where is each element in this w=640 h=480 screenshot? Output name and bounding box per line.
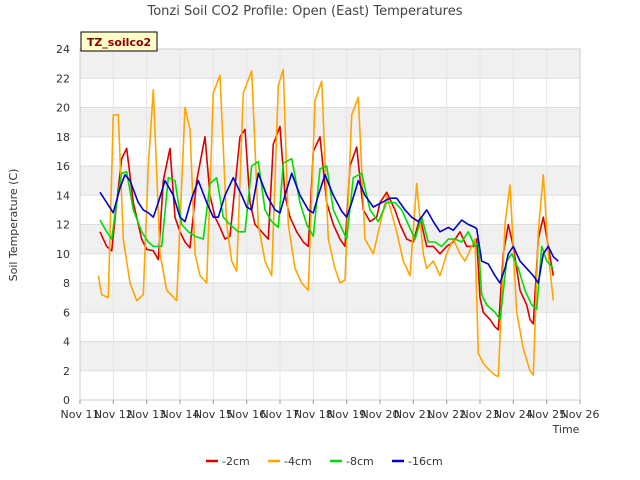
y-tick-label: 6 [63, 306, 70, 319]
series-line-4cm [97, 68, 555, 378]
grid-band [80, 107, 580, 137]
x-tick-label: Nov 25 [527, 408, 566, 421]
legend-label: -8cm [346, 455, 374, 468]
legend-label: -16cm [408, 455, 443, 468]
y-axis-label: Soil Temperature (C) [7, 169, 20, 282]
x-tick-label: Nov 15 [194, 408, 233, 421]
y-tick-label: 20 [56, 102, 70, 115]
x-tick-label: Nov 22 [427, 408, 466, 421]
x-axis-label: Time [552, 423, 580, 436]
legend-label: -4cm [284, 455, 312, 468]
y-tick-label: 18 [56, 131, 70, 144]
badge-label: TZ_soilco2 [87, 36, 151, 49]
x-tick-label: Nov 20 [361, 408, 400, 421]
x-tick-label: Nov 11 [61, 408, 100, 421]
series-line-2cm [99, 125, 555, 331]
y-tick-label: 8 [63, 277, 70, 290]
y-tick-label: 4 [63, 336, 70, 349]
x-tick-label: Nov 18 [294, 408, 333, 421]
x-tick-label: Nov 14 [161, 408, 200, 421]
y-tick-label: 22 [56, 72, 70, 85]
series-lines [97, 68, 559, 378]
x-tick-label: Nov 12 [94, 408, 133, 421]
y-tick-label: 10 [56, 248, 70, 261]
legend-label: -2cm [222, 455, 250, 468]
series-line-16cm [99, 172, 559, 284]
grid-band [80, 49, 580, 79]
x-tick-label: Nov 26 [561, 408, 600, 421]
x-tick-label: Nov 23 [461, 408, 500, 421]
y-tick-label: 2 [63, 365, 70, 378]
y-tick-label: 14 [56, 189, 70, 202]
x-tick-label: Nov 19 [327, 408, 366, 421]
y-tick-label: 0 [63, 394, 70, 407]
y-tick-label: 12 [56, 219, 70, 232]
chart-title: Tonzi Soil CO2 Profile: Open (East) Temp… [146, 4, 462, 19]
x-tick-label: Nov 13 [127, 408, 166, 421]
badge: TZ_soilco2 [80, 31, 158, 52]
plot-border [79, 48, 581, 401]
x-tick-label: Nov 17 [261, 408, 300, 421]
legend: -2cm -4cm -8cm -16cm [206, 455, 443, 468]
x-tick-label: Nov 16 [227, 408, 266, 421]
grid-band [80, 341, 580, 371]
grid-band [80, 283, 580, 313]
x-tick-label: Nov 24 [494, 408, 533, 421]
gridlines [79, 48, 581, 401]
x-tick-label: Nov 21 [394, 408, 433, 421]
y-tick-label: 16 [56, 160, 70, 173]
y-tick-label: 24 [56, 43, 70, 56]
